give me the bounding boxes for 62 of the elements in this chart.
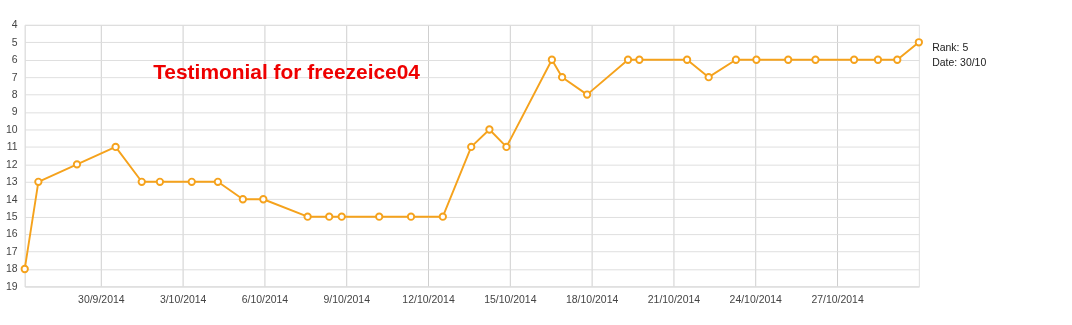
y-tick-label: 10 [5,123,18,135]
point [811,55,820,64]
annotation: Testimonial for freezeice04 [153,60,421,84]
x-tick-label: 30/9/2014 [78,294,125,306]
point [259,195,268,204]
point [893,55,902,64]
point [72,160,82,169]
x-tick-label: 24/10/2014 [729,294,783,306]
point [682,55,692,64]
point [155,177,165,186]
point [238,195,248,204]
point [547,55,557,64]
point [557,73,567,82]
point [325,212,334,221]
point [20,264,29,274]
x-tick-label: 21/10/2014 [647,294,701,306]
y-tick-label: 5 [11,36,18,48]
point [873,55,883,64]
y-tick-label: 4 [11,19,18,31]
y-tick-label: 18 [5,263,18,275]
point [375,212,384,221]
y-tick-label: 15 [5,211,18,223]
point [137,177,146,186]
point [337,212,346,221]
point [406,212,416,221]
y-tick-label: 12 [5,158,18,170]
y-tick-label: 8 [11,88,18,100]
y-tick-label: 11 [6,141,18,153]
point [849,55,859,64]
point [303,212,312,221]
y-tick-label: 19 [5,280,18,292]
x-tick-label: 3/10/2014 [159,294,207,306]
point [731,55,741,64]
y-tick-label: 7 [11,71,18,83]
x-tick-label: 15/10/2014 [484,294,537,306]
y-tick-label: 17 [5,245,18,257]
point [438,212,447,221]
point [752,55,761,64]
point [635,55,644,64]
y-tick-label: 9 [11,106,18,118]
point [502,142,511,152]
point [784,55,793,64]
y-tick-label: 16 [5,228,18,240]
x-tick-label: 6/10/2014 [241,294,289,306]
annotation: Rank: 5 Date: 30/10 [932,41,987,69]
point [213,177,223,186]
point [582,90,592,99]
point [34,177,43,186]
x-tick-label: 12/10/2014 [402,294,455,306]
y-tick-label: 6 [11,54,18,66]
point [704,73,713,82]
point [485,125,494,134]
point [467,142,476,152]
x-tick-label: 27/10/2014 [811,294,864,306]
point [111,142,120,152]
y-tick-label: 14 [5,193,18,205]
x-tick-label: 18/10/2014 [565,294,619,306]
y-tick-label: 13 [5,176,18,188]
x-tick-label: 9/10/2014 [323,294,371,306]
point [914,38,923,47]
point [187,177,196,186]
point [623,55,633,64]
